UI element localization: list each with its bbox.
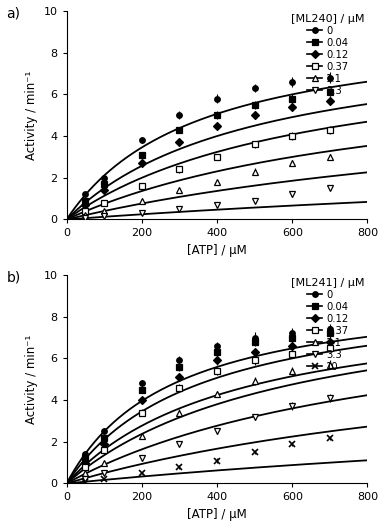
- Legend: 0, 0.04, 0.12, 0.37, 1.1, 3.3, 10: 0, 0.04, 0.12, 0.37, 1.1, 3.3, 10: [290, 277, 365, 373]
- Y-axis label: Activity / min⁻¹: Activity / min⁻¹: [25, 335, 38, 424]
- Text: b): b): [7, 271, 21, 285]
- X-axis label: [ATP] / μM: [ATP] / μM: [187, 244, 247, 257]
- X-axis label: [ATP] / μM: [ATP] / μM: [187, 508, 247, 521]
- Legend: 0, 0.04, 0.12, 0.37, 1.1, 3.3: 0, 0.04, 0.12, 0.37, 1.1, 3.3: [290, 13, 365, 97]
- Text: a): a): [7, 7, 20, 21]
- Y-axis label: Activity / min⁻¹: Activity / min⁻¹: [25, 71, 38, 160]
